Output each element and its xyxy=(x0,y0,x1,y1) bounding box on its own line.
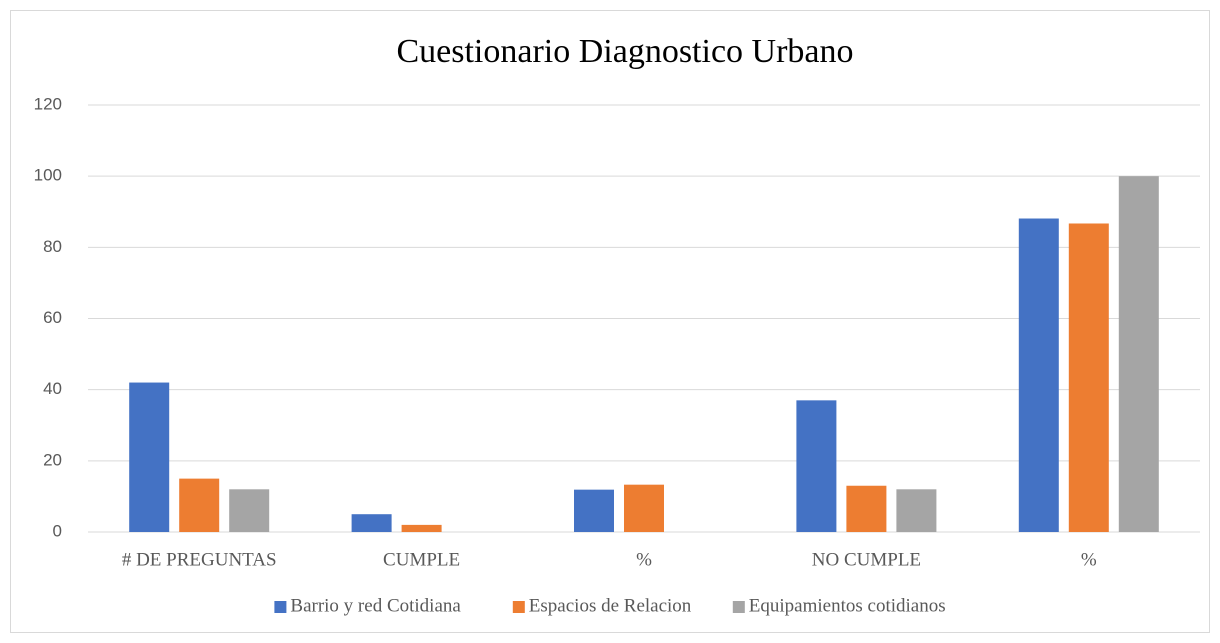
bar xyxy=(846,485,887,532)
y-tick-label: 40 xyxy=(43,379,62,398)
bar xyxy=(1068,223,1109,532)
y-tick-label: 60 xyxy=(43,308,62,327)
bar xyxy=(351,514,392,532)
legend-swatch xyxy=(732,601,745,613)
bar xyxy=(129,382,170,532)
bar xyxy=(574,489,614,532)
bar xyxy=(1118,176,1159,532)
bar xyxy=(401,524,442,532)
x-tick-label: CUMPLE xyxy=(383,549,460,570)
y-tick-label: 0 xyxy=(53,521,62,540)
legend-label: Barrio y red Cotidiana xyxy=(290,595,461,616)
legend-swatch xyxy=(274,601,287,613)
legend-label: Equipamientos cotidianos xyxy=(749,595,946,616)
x-tick-label: # DE PREGUNTAS xyxy=(122,549,277,570)
y-tick-label: 80 xyxy=(43,237,62,256)
y-tick-label: 100 xyxy=(34,166,62,185)
legend-label: Espacios de Relacion xyxy=(529,595,692,616)
bar xyxy=(229,489,270,532)
chart-title: Cuestionario Diagnostico Urbano xyxy=(396,33,853,70)
bar xyxy=(796,400,837,532)
x-tick-label: % xyxy=(1081,549,1097,570)
bar xyxy=(1018,218,1059,532)
bar xyxy=(624,484,664,532)
bar xyxy=(896,489,937,532)
x-tick-label: % xyxy=(636,549,652,570)
y-tick-label: 20 xyxy=(43,450,62,469)
x-tick-label: NO CUMPLE xyxy=(812,549,921,570)
legend-swatch xyxy=(512,601,525,613)
bar xyxy=(179,478,220,532)
y-tick-label: 120 xyxy=(34,94,62,113)
